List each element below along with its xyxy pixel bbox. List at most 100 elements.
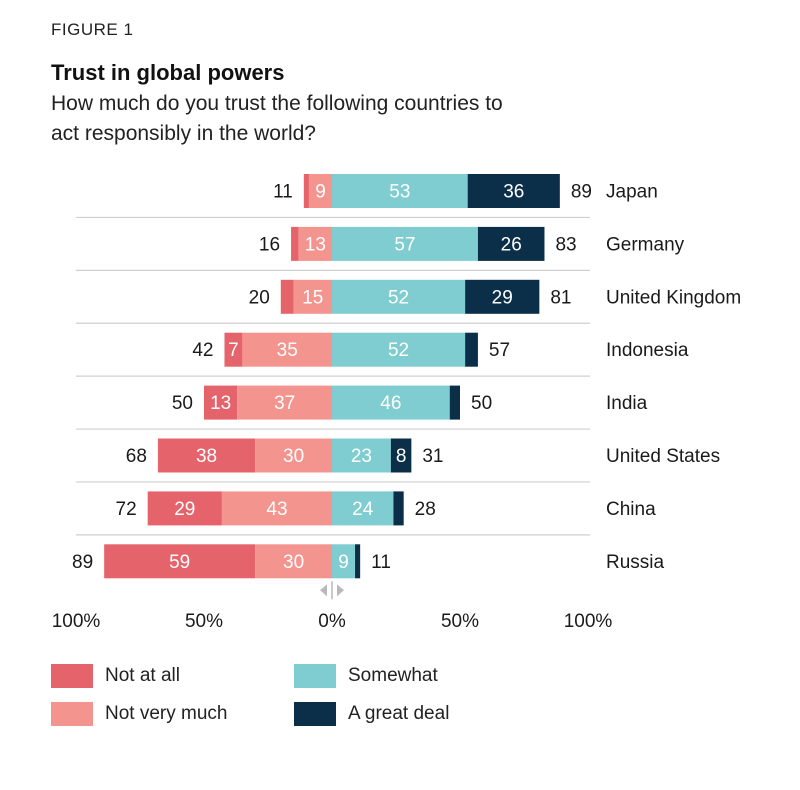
segment-label-not-at-all-russia: 59 bbox=[169, 552, 190, 573]
trust-total-united-states: 31 bbox=[422, 446, 443, 467]
bar-not-at-all-united-kingdom bbox=[280, 279, 294, 314]
bar-not-at-all-japan bbox=[303, 174, 309, 208]
segment-label-a-great-deal-united-kingdom: 29 bbox=[492, 287, 513, 308]
bar-a-great-deal-russia bbox=[355, 544, 361, 579]
bar-somewhat-china bbox=[332, 491, 394, 526]
trust-total-germany: 83 bbox=[555, 234, 576, 255]
bar-somewhat-russia bbox=[332, 544, 356, 579]
bar-not-very-much-germany bbox=[298, 226, 332, 261]
distrust-total-indonesia: 42 bbox=[192, 340, 213, 361]
x-tick-label: 0% bbox=[318, 611, 346, 632]
legend-item-somewhat: Somewhat bbox=[294, 664, 438, 688]
legend-swatch-a-great-deal bbox=[294, 702, 336, 726]
segment-label-a-great-deal-germany: 26 bbox=[501, 234, 522, 255]
category-label-china: China bbox=[606, 499, 656, 520]
bar-not-very-much-china bbox=[221, 491, 332, 526]
category-label-united-states: United States bbox=[606, 446, 720, 467]
bar-not-very-much-russia bbox=[255, 544, 332, 579]
category-label-japan: Japan bbox=[606, 182, 658, 203]
trust-total-japan: 89 bbox=[571, 182, 592, 203]
trust-total-russia: 11 bbox=[371, 552, 391, 573]
legend-item-a-great-deal: A great deal bbox=[294, 702, 449, 726]
category-label-united-kingdom: United Kingdom bbox=[606, 287, 741, 308]
segment-label-somewhat-indonesia: 52 bbox=[388, 340, 409, 361]
bar-somewhat-germany bbox=[332, 226, 478, 261]
x-tick-label: 100% bbox=[52, 611, 101, 632]
legend-item-not-at-all: Not at all bbox=[51, 664, 180, 688]
bar-somewhat-indonesia bbox=[332, 332, 466, 367]
legend-item-not-very-much: Not very much bbox=[51, 702, 227, 726]
legend-label-not-very-much: Not very much bbox=[105, 703, 228, 724]
segment-label-not-very-much-russia: 30 bbox=[283, 552, 304, 573]
segment-label-a-great-deal-united-states: 8 bbox=[396, 446, 407, 467]
bar-not-very-much-united-kingdom bbox=[293, 279, 332, 314]
distrust-total-china: 72 bbox=[116, 499, 137, 520]
x-tick-label: 50% bbox=[185, 611, 223, 632]
distrust-total-india: 50 bbox=[172, 393, 193, 414]
bar-somewhat-japan bbox=[332, 174, 468, 208]
bar-not-at-all-germany bbox=[291, 226, 299, 261]
bar-somewhat-united-kingdom bbox=[332, 279, 466, 314]
segment-label-not-at-all-indonesia: 7 bbox=[228, 340, 239, 361]
segment-label-not-very-much-indonesia: 35 bbox=[277, 340, 298, 361]
legend-label-not-at-all: Not at all bbox=[105, 665, 180, 686]
segment-label-somewhat-china: 24 bbox=[352, 499, 374, 520]
bar-a-great-deal-japan bbox=[467, 174, 560, 208]
segment-label-not-very-much-japan: 9 bbox=[315, 182, 326, 203]
segment-label-somewhat-japan: 53 bbox=[389, 182, 410, 203]
segment-label-not-at-all-india: 13 bbox=[210, 393, 231, 414]
segment-label-not-at-all-china: 29 bbox=[174, 499, 195, 520]
segment-label-somewhat-united-kingdom: 52 bbox=[388, 287, 409, 308]
bar-not-at-all-china bbox=[147, 491, 222, 526]
category-label-russia: Russia bbox=[606, 552, 665, 573]
segment-label-somewhat-germany: 57 bbox=[394, 234, 415, 255]
segment-label-not-very-much-china: 43 bbox=[266, 499, 287, 520]
x-tick-label: 50% bbox=[441, 611, 479, 632]
legend-label-a-great-deal: A great deal bbox=[348, 703, 450, 724]
bar-somewhat-india bbox=[332, 385, 450, 420]
distrust-total-japan: 11 bbox=[273, 182, 293, 203]
distrust-total-united-kingdom: 20 bbox=[249, 287, 270, 308]
x-tick-label: 100% bbox=[564, 611, 613, 632]
category-label-india: India bbox=[606, 393, 648, 414]
trust-total-united-kingdom: 81 bbox=[550, 287, 571, 308]
bar-a-great-deal-indonesia bbox=[465, 332, 478, 367]
figure-label: FIGURE 1 bbox=[51, 20, 134, 39]
segment-label-not-very-much-united-kingdom: 15 bbox=[302, 287, 323, 308]
bar-a-great-deal-india bbox=[449, 385, 460, 420]
legend-label-somewhat: Somewhat bbox=[348, 665, 438, 686]
segment-label-a-great-deal-japan: 36 bbox=[503, 182, 524, 203]
trust-total-indonesia: 57 bbox=[489, 340, 510, 361]
distrust-total-united-states: 68 bbox=[126, 446, 147, 467]
trust-total-china: 28 bbox=[415, 499, 436, 520]
right-arrow-icon bbox=[337, 584, 344, 597]
bar-not-at-all-india bbox=[204, 385, 238, 420]
bar-not-very-much-indonesia bbox=[242, 332, 332, 367]
segment-label-somewhat-india: 46 bbox=[380, 393, 401, 414]
legend-swatch-somewhat bbox=[294, 664, 336, 688]
segment-label-not-very-much-united-states: 30 bbox=[283, 446, 304, 467]
segment-label-somewhat-russia: 9 bbox=[338, 552, 349, 573]
legend-swatch-not-very-much bbox=[51, 702, 93, 726]
bar-a-great-deal-china bbox=[393, 491, 404, 526]
bar-not-at-all-united-states bbox=[157, 438, 256, 473]
bar-not-very-much-united-states bbox=[255, 438, 332, 473]
chart-title: Trust in global powers bbox=[51, 60, 285, 85]
legend-swatch-not-at-all bbox=[51, 664, 93, 688]
bar-not-very-much-india bbox=[237, 385, 332, 420]
bar-a-great-deal-germany bbox=[477, 226, 545, 261]
bar-not-very-much-japan bbox=[308, 174, 332, 208]
segment-label-not-very-much-india: 37 bbox=[274, 393, 295, 414]
distrust-total-russia: 89 bbox=[72, 552, 93, 573]
bar-not-at-all-indonesia bbox=[224, 332, 243, 367]
bar-a-great-deal-united-states bbox=[390, 438, 412, 473]
left-arrow-icon bbox=[320, 584, 327, 597]
segment-label-not-at-all-united-states: 38 bbox=[196, 446, 217, 467]
segment-label-not-very-much-germany: 13 bbox=[305, 234, 326, 255]
bar-not-at-all-russia bbox=[104, 544, 256, 579]
trust-total-india: 50 bbox=[471, 393, 492, 414]
category-label-indonesia: Indonesia bbox=[606, 340, 689, 361]
segment-label-somewhat-united-states: 23 bbox=[351, 446, 372, 467]
bar-a-great-deal-united-kingdom bbox=[465, 279, 540, 314]
